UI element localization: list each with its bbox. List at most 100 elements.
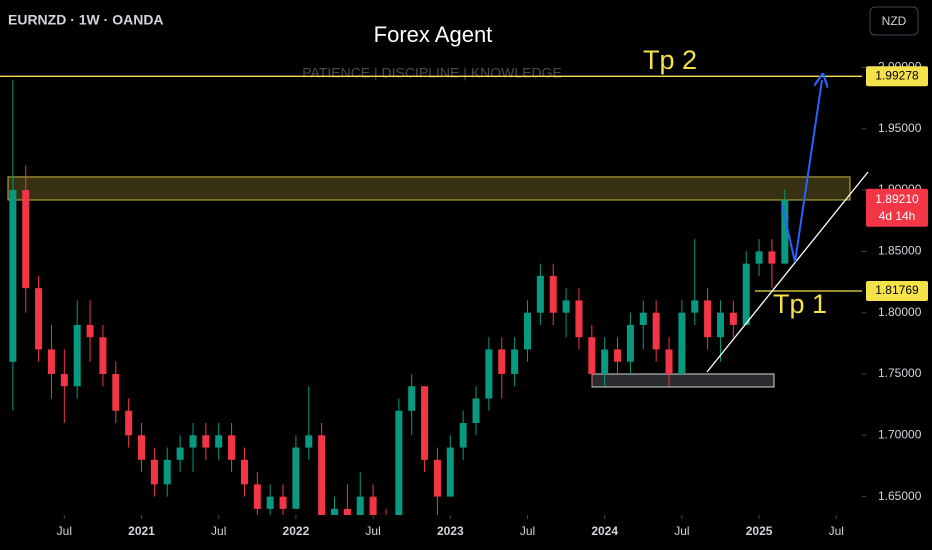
candle-body [189,435,197,448]
candle-body [742,263,750,325]
candle-body [318,435,326,515]
level-price-box [866,66,928,87]
candle-body [9,190,17,362]
candle-body [369,496,377,515]
zone [7,176,851,201]
candle-body [704,300,712,338]
x-tick-label: 2024 [591,524,618,538]
candle-body [125,410,133,436]
last-price-box [866,188,928,227]
x-tick-label: Jul [520,524,535,538]
candle-body [228,435,236,460]
projection-arrow [781,80,822,263]
candle-body [614,349,622,362]
currency-label[interactable]: NZD [882,14,907,28]
x-tick-label: 2022 [283,524,310,538]
level-price-box [866,280,928,301]
candle-body [60,373,68,387]
level-price-label: 1.99278 [875,68,919,82]
candle-body [202,435,210,448]
candle-body [511,349,519,374]
candle-body [138,435,146,460]
trend-line [706,171,869,373]
countdown-label: 4d 14h [879,209,916,223]
candle-body [176,447,184,460]
candle-body [459,423,467,448]
candle-body [73,324,81,387]
candle-body [292,447,300,509]
candle-body [755,251,763,264]
candle-body [331,508,339,515]
y-tick-label: 1.85000 [878,244,922,258]
candle-body [343,508,351,515]
currency-button[interactable] [869,6,919,36]
x-tick-label: Jul [829,524,844,538]
candle-body [395,410,403,515]
last-price-label: 1.89210 [875,192,919,206]
candle-body [215,435,223,448]
candle-body [35,288,43,350]
y-tick-label: 1.80000 [878,305,922,319]
candle-body [279,496,287,509]
y-tick-label: 1.65000 [878,489,922,503]
x-tick-label: 2025 [746,524,773,538]
watermark: Forex Agent [374,22,493,47]
candle-body [691,300,699,313]
candle-body [99,337,107,374]
candle-body [665,349,673,374]
candle-body [86,324,94,338]
candle-body [112,373,120,411]
candle-body [240,459,248,485]
candle-body [639,312,647,325]
annotation: Tp 2 [643,45,697,75]
candle-body [446,447,454,497]
candle-body [588,337,596,374]
candle-body [266,496,274,509]
symbol-title: EURNZD · 1W · OANDA [8,12,164,28]
candle-body [305,435,313,448]
candle-body [22,190,30,289]
candle-body [356,496,364,515]
candle-body [575,300,583,338]
y-tick-label: 1.75000 [878,366,922,380]
candle-body [716,312,724,338]
x-tick-label: 2021 [128,524,155,538]
candle-body [549,275,557,313]
level-price-label: 1.81769 [875,283,919,297]
y-tick-label: 1.95000 [878,121,922,135]
candle-body [523,312,531,350]
candle-body [729,312,737,325]
zone [591,373,775,388]
x-tick-label: 2023 [437,524,464,538]
y-tick-label: 1.70000 [878,427,922,441]
watermark-subtitle: PATIENCE | DISCIPLINE | KNOWLEDGE [302,65,562,81]
candle-body [678,312,686,374]
candle-body [163,459,171,485]
annotation: Tp 1 [773,289,827,319]
candle-body [433,459,441,497]
candle-body [408,386,416,411]
candle-body [485,349,493,399]
x-tick-label: Jul [365,524,380,538]
x-tick-label: Jul [674,524,689,538]
candle-body [150,459,158,485]
candle-body [768,251,776,264]
candle-body [626,324,634,362]
axes: 1.650001.700001.750001.800001.850001.900… [57,60,928,538]
x-tick-label: Jul [57,524,72,538]
candle-body [562,300,570,313]
candle-body [652,312,660,350]
candle-body [253,484,261,509]
candle-body [536,275,544,313]
candle-body [472,398,480,424]
candle-body [781,199,789,264]
candle-body [421,386,429,460]
x-tick-label: Jul [211,524,226,538]
plot-area [0,75,862,515]
candle-body [47,349,55,374]
candle-body [601,349,609,374]
candle-body [498,349,506,374]
